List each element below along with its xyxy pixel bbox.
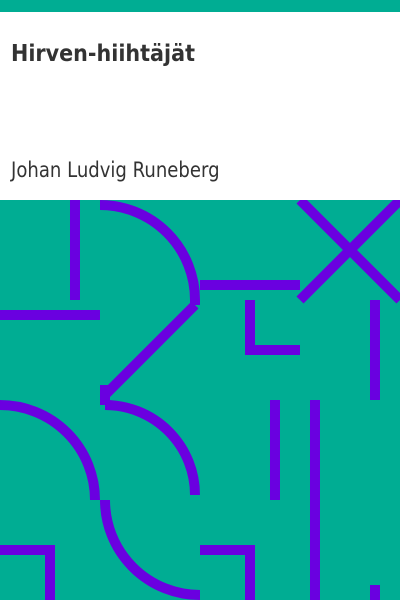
pattern-arc [0, 400, 100, 501]
cover-title-area: Hirven-hiihtäjät Johan Ludvig Runeberg [0, 12, 400, 200]
top-color-band [0, 0, 400, 12]
pattern-arc [100, 499, 201, 600]
pattern-diagonal [101, 301, 199, 399]
pattern-cross-line [296, 200, 400, 304]
pattern-arc [104, 400, 200, 496]
pattern-strokes [0, 200, 400, 600]
cover-pattern-artwork [0, 200, 400, 600]
book-author: Johan Ludvig Runeberg [11, 158, 220, 182]
book-title: Hirven-hiihtäjät [11, 41, 195, 67]
pattern-svg [0, 200, 400, 600]
pattern-arc [99, 200, 200, 301]
